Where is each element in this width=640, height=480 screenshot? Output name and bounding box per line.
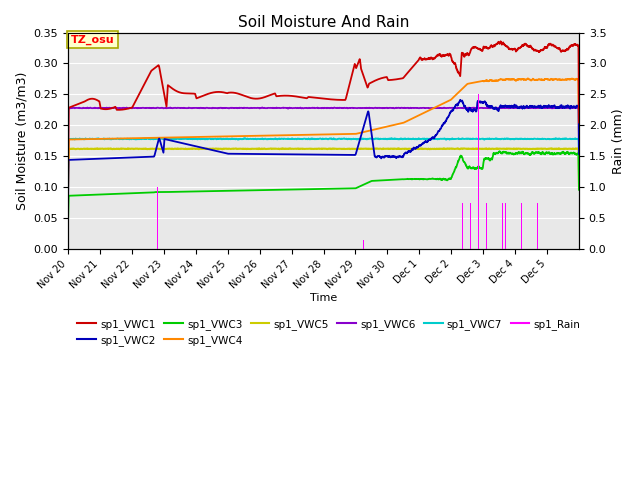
Title: Soil Moisture And Rain: Soil Moisture And Rain xyxy=(238,15,409,30)
X-axis label: Time: Time xyxy=(310,293,337,303)
Y-axis label: Rain (mm): Rain (mm) xyxy=(612,108,625,174)
Y-axis label: Soil Moisture (m3/m3): Soil Moisture (m3/m3) xyxy=(15,72,28,210)
Text: TZ_osu: TZ_osu xyxy=(70,34,114,45)
Legend: sp1_VWC1, sp1_VWC2, sp1_VWC3, sp1_VWC4, sp1_VWC5, sp1_VWC6, sp1_VWC7, sp1_Rain: sp1_VWC1, sp1_VWC2, sp1_VWC3, sp1_VWC4, … xyxy=(73,315,584,350)
